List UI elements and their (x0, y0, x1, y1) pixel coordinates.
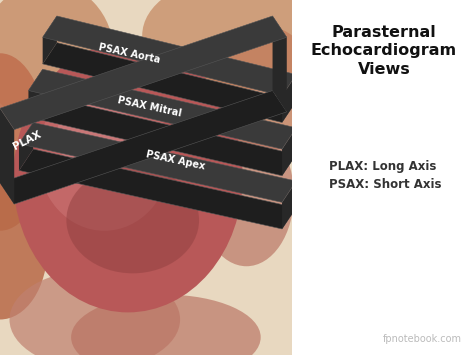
Ellipse shape (38, 82, 171, 231)
Polygon shape (19, 122, 296, 202)
Ellipse shape (9, 270, 180, 355)
Text: fpnotebook.com: fpnotebook.com (383, 334, 462, 344)
Polygon shape (28, 69, 296, 149)
Ellipse shape (71, 295, 261, 355)
Polygon shape (282, 181, 296, 229)
Polygon shape (43, 43, 296, 122)
Polygon shape (282, 75, 296, 122)
Ellipse shape (0, 53, 47, 231)
Polygon shape (28, 96, 296, 176)
Polygon shape (19, 149, 296, 229)
Polygon shape (0, 16, 287, 130)
Text: PSAX Mitral: PSAX Mitral (116, 95, 182, 118)
Text: PSAX Apex: PSAX Apex (145, 149, 205, 171)
Text: PSAX Aorta: PSAX Aorta (97, 42, 161, 65)
Polygon shape (43, 16, 57, 64)
Ellipse shape (204, 25, 318, 153)
Ellipse shape (142, 0, 313, 92)
Ellipse shape (57, 96, 133, 174)
Ellipse shape (0, 178, 47, 320)
Polygon shape (273, 16, 287, 112)
Polygon shape (0, 0, 292, 355)
Polygon shape (19, 122, 33, 170)
Ellipse shape (199, 124, 294, 266)
Polygon shape (28, 69, 43, 117)
Polygon shape (282, 128, 296, 176)
Polygon shape (0, 108, 14, 204)
Ellipse shape (66, 167, 199, 273)
Text: PLAX: PLAX (12, 129, 43, 152)
Polygon shape (292, 0, 474, 355)
Text: Parasternal
Echocardiogram
Views: Parasternal Echocardiogram Views (311, 25, 457, 77)
Polygon shape (43, 16, 296, 96)
Polygon shape (0, 91, 287, 204)
Ellipse shape (13, 43, 243, 312)
Ellipse shape (0, 0, 114, 124)
Text: PLAX: Long Axis
PSAX: Short Axis: PLAX: Long Axis PSAX: Short Axis (329, 160, 442, 191)
